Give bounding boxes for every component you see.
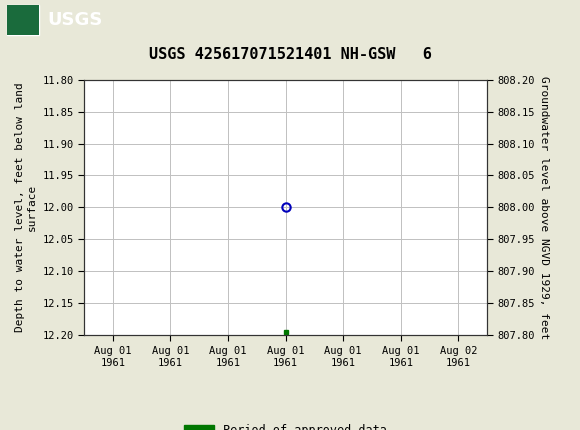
Bar — [7, 5, 39, 35]
Legend: Period of approved data: Period of approved data — [180, 420, 392, 430]
Y-axis label: Groundwater level above NGVD 1929, feet: Groundwater level above NGVD 1929, feet — [539, 76, 549, 339]
Text: USGS: USGS — [48, 11, 103, 29]
Bar — [7, 5, 39, 35]
Y-axis label: Depth to water level, feet below land
surface: Depth to water level, feet below land su… — [15, 83, 37, 332]
Text: USGS 425617071521401 NH-GSW   6: USGS 425617071521401 NH-GSW 6 — [148, 47, 432, 62]
